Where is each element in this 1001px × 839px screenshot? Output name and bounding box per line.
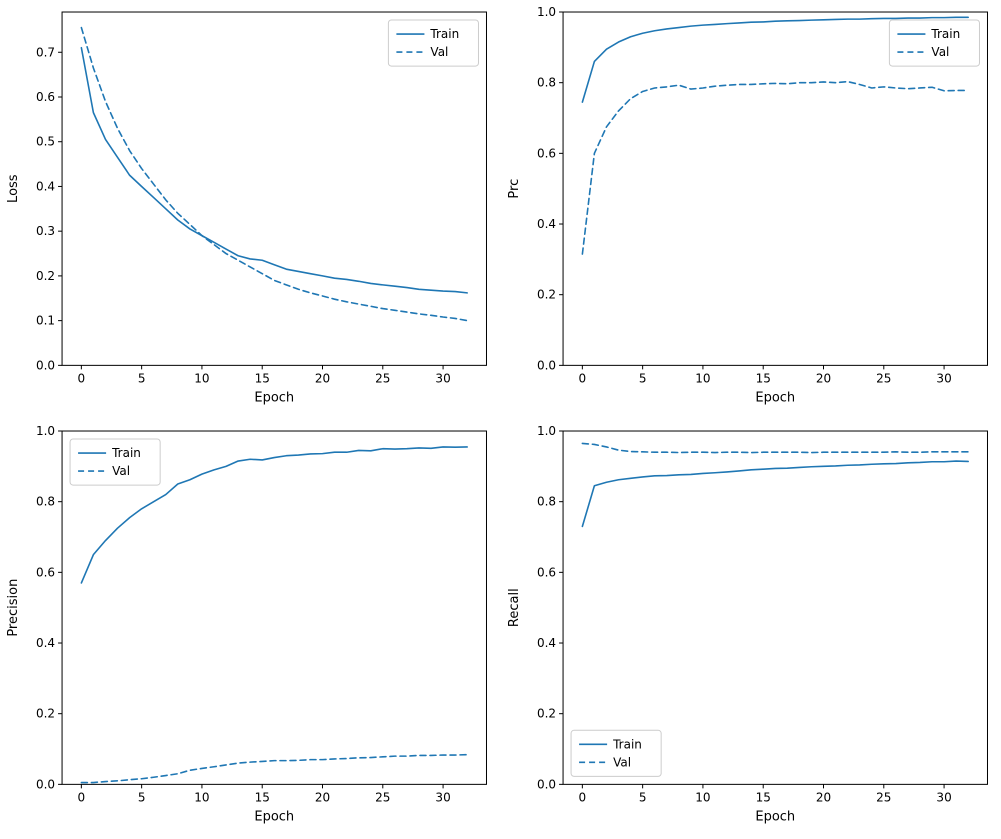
x-tick-label: 30 [936, 371, 951, 385]
y-tick-label: 0.2 [536, 707, 555, 721]
x-tick-label: 25 [375, 791, 390, 805]
y-tick-label: 0.6 [36, 566, 55, 580]
series-train-line [81, 48, 467, 293]
x-tick-label: 30 [435, 791, 450, 805]
y-tick-label: 0.0 [536, 778, 555, 792]
x-tick-label: 30 [435, 371, 450, 385]
x-axis-label: Epoch [755, 390, 795, 405]
legend-label-val: Val [613, 756, 631, 770]
y-axis-label: Prc [507, 179, 522, 199]
y-tick-label: 0.8 [536, 76, 555, 90]
y-tick-label: 1.0 [536, 424, 555, 438]
series-val-line [582, 82, 968, 254]
legend-label-train: Train [429, 27, 459, 41]
y-tick-label: 0.2 [536, 288, 555, 302]
legend-label-val: Val [430, 45, 448, 59]
legend-label-train: Train [612, 738, 642, 752]
y-axis-label: Loss [6, 174, 21, 203]
recall-chart: 0 5 10 15 20 25 30 0.0 0.2 0.4 0.6 0.8 1.0 Epoch Recal… [501, 419, 1001, 838]
y-tick-label: 0.4 [36, 179, 55, 193]
y-tick-label: 0.4 [536, 636, 555, 650]
x-tick-label: 0 [78, 791, 86, 805]
y-tick-label: 0.6 [536, 566, 555, 580]
x-tick-label: 15 [755, 371, 770, 385]
y-tick-label: 0.5 [36, 135, 55, 149]
series-val-line [81, 28, 467, 321]
subplot-prc: 0 5 10 15 20 25 30 0.0 0.2 0.4 0.6 0.8 1.0 Epoch Prc Tr… [501, 0, 1001, 419]
y-tick-label: 0.0 [536, 358, 555, 372]
x-tick-label: 20 [315, 371, 330, 385]
y-axis-label: Precision [6, 579, 21, 637]
x-tick-label: 25 [375, 371, 390, 385]
y-tick-label: 0.8 [36, 495, 55, 509]
y-tick-label: 1.0 [36, 424, 55, 438]
x-axis-label: Epoch [755, 810, 795, 825]
x-tick-label: 5 [638, 791, 646, 805]
series-val-line [81, 755, 467, 783]
legend-label-train: Train [930, 27, 960, 41]
series-val-line [582, 444, 968, 453]
y-tick-label: 0.8 [536, 495, 555, 509]
x-tick-label: 20 [815, 371, 830, 385]
series-train-line [582, 461, 968, 526]
x-tick-label: 15 [755, 791, 770, 805]
y-tick-label: 0.4 [36, 636, 55, 650]
x-tick-label: 25 [876, 371, 891, 385]
precision-chart: 0 5 10 15 20 25 30 0.0 0.2 0.4 0.6 0.8 1.0 Epoch Preci… [0, 419, 501, 838]
subplot-loss: 0 5 10 15 20 25 30 0.0 0.1 0.2 0.3 0.4 0.5 0.6 0.7 Epoc… [0, 0, 501, 419]
legend-label-val: Val [931, 45, 949, 59]
x-tick-label: 15 [255, 791, 270, 805]
y-tick-label: 1.0 [536, 5, 555, 19]
x-tick-label: 20 [315, 791, 330, 805]
y-tick-label: 0.7 [36, 45, 55, 59]
x-tick-label: 5 [138, 791, 146, 805]
legend-label-val: Val [112, 464, 130, 478]
y-tick-label: 0.0 [36, 778, 55, 792]
y-axis-label: Recall [507, 589, 522, 628]
y-tick-label: 0.6 [36, 90, 55, 104]
x-tick-label: 10 [695, 371, 710, 385]
y-tick-label: 0.1 [36, 314, 55, 328]
y-tick-label: 0.4 [536, 217, 555, 231]
subplot-precision: 0 5 10 15 20 25 30 0.0 0.2 0.4 0.6 0.8 1.0 Epoch Preci… [0, 419, 501, 838]
y-tick-label: 0.0 [36, 358, 55, 372]
x-tick-label: 5 [638, 371, 646, 385]
x-tick-label: 30 [936, 791, 951, 805]
y-tick-label: 0.3 [36, 224, 55, 238]
x-tick-label: 0 [578, 371, 586, 385]
x-tick-label: 10 [695, 791, 710, 805]
x-tick-label: 15 [255, 371, 270, 385]
x-tick-label: 0 [78, 371, 86, 385]
loss-chart: 0 5 10 15 20 25 30 0.0 0.1 0.2 0.3 0.4 0.5 0.6 0.7 Epoc… [0, 0, 501, 419]
y-tick-label: 0.2 [36, 269, 55, 283]
x-tick-label: 5 [138, 371, 146, 385]
x-axis-label: Epoch [254, 390, 294, 405]
y-tick-label: 0.2 [36, 707, 55, 721]
prc-chart: 0 5 10 15 20 25 30 0.0 0.2 0.4 0.6 0.8 1.0 Epoch Prc Tr… [501, 0, 1001, 419]
x-tick-label: 0 [578, 791, 586, 805]
x-tick-label: 25 [876, 791, 891, 805]
x-axis-label: Epoch [254, 810, 294, 825]
subplot-recall: 0 5 10 15 20 25 30 0.0 0.2 0.4 0.6 0.8 1.0 Epoch Recal… [501, 419, 1001, 838]
legend-label-train: Train [111, 446, 141, 460]
x-tick-label: 10 [194, 371, 209, 385]
x-tick-label: 10 [194, 791, 209, 805]
x-tick-label: 20 [815, 791, 830, 805]
y-tick-label: 0.6 [536, 146, 555, 160]
